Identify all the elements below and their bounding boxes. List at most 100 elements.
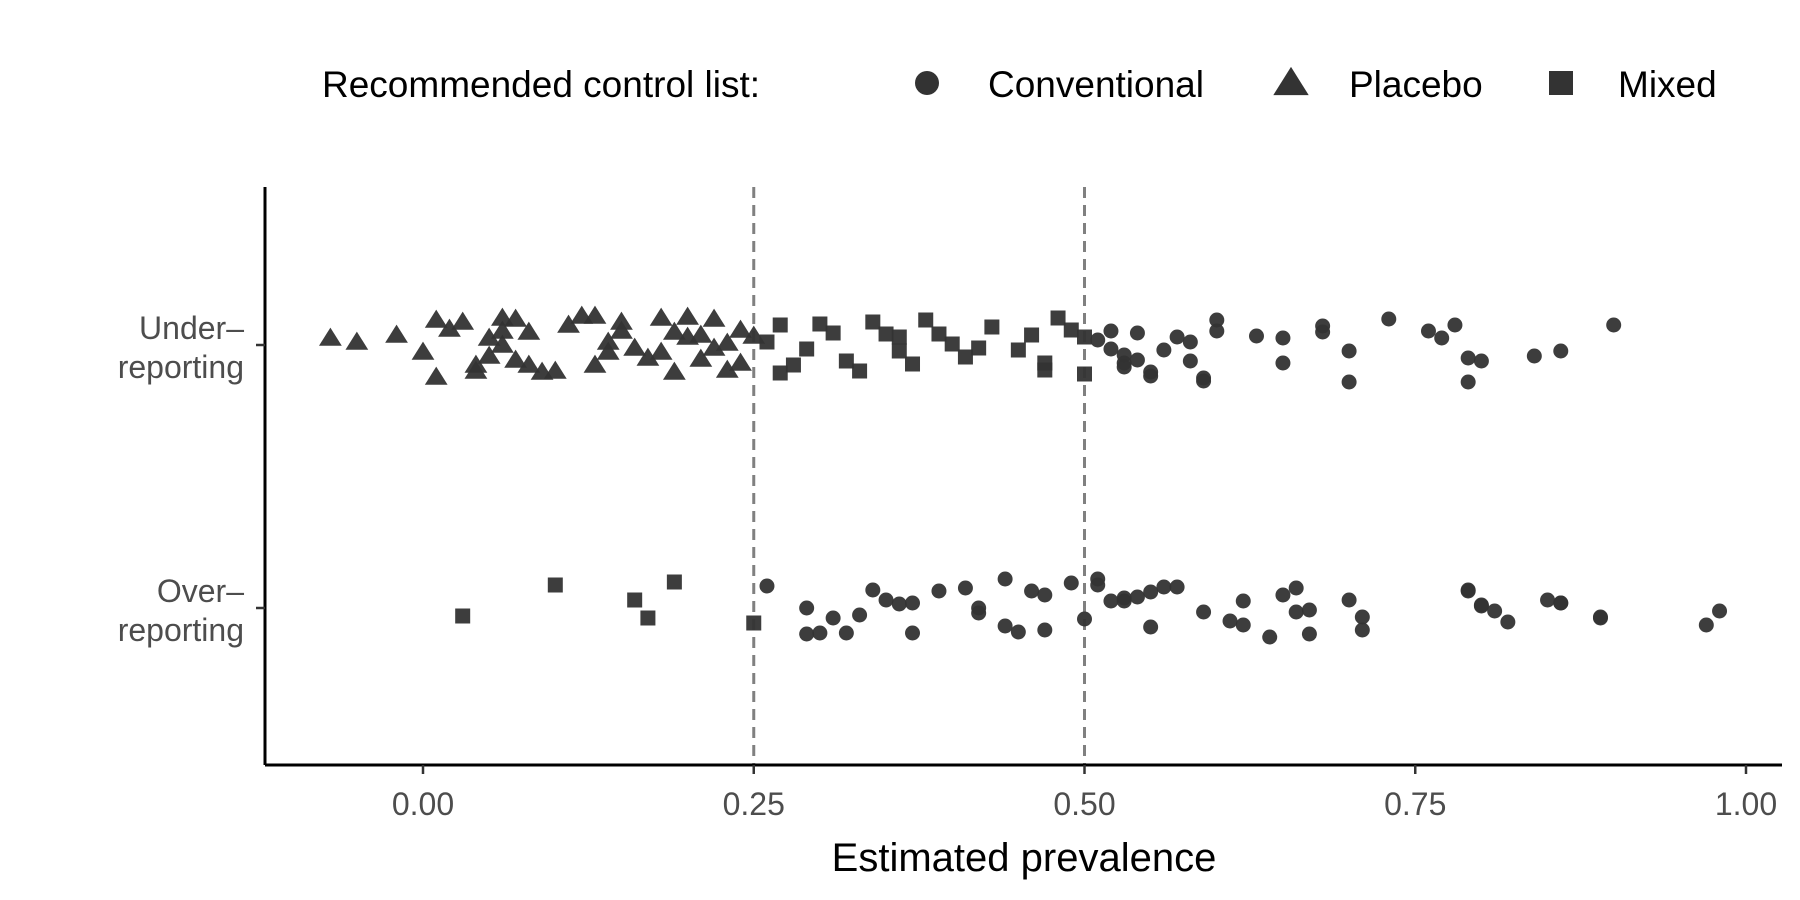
circle-point bbox=[891, 596, 907, 612]
legend-entry-label: Placebo bbox=[1349, 64, 1483, 105]
square-point bbox=[852, 363, 868, 379]
x-tick-label: 0.25 bbox=[723, 786, 785, 822]
circle-point bbox=[852, 607, 868, 623]
legend-key-square bbox=[1549, 71, 1573, 95]
triangle-point bbox=[424, 309, 448, 328]
triangle-point bbox=[477, 327, 501, 346]
circle-point bbox=[1487, 603, 1503, 619]
y-axis-ticks: Under– reporting Over– reporting bbox=[118, 310, 265, 648]
circle-point bbox=[1209, 312, 1225, 328]
circle-point bbox=[1063, 575, 1079, 591]
square-point bbox=[772, 365, 788, 381]
square-point bbox=[1024, 327, 1040, 343]
circle-point bbox=[1196, 604, 1212, 620]
circle-point bbox=[1143, 364, 1159, 380]
circle-point bbox=[1354, 609, 1370, 625]
circle-point bbox=[1010, 624, 1026, 640]
triangle-point bbox=[385, 324, 408, 343]
square-point bbox=[984, 319, 1000, 335]
triangle-point bbox=[451, 311, 475, 330]
circle-point bbox=[1116, 593, 1132, 609]
circle-point bbox=[1116, 347, 1132, 363]
y-tick-label: Under– reporting bbox=[118, 310, 245, 385]
triangle-point bbox=[729, 352, 752, 371]
circle-point bbox=[1090, 332, 1106, 348]
square-point bbox=[878, 326, 894, 342]
square-point bbox=[1077, 329, 1092, 345]
circle-point bbox=[1381, 311, 1397, 327]
triangle-point bbox=[715, 332, 739, 351]
square-point bbox=[918, 312, 934, 328]
triangle-point bbox=[543, 360, 567, 379]
square-point bbox=[825, 325, 841, 341]
triangle-point bbox=[596, 331, 620, 350]
triangle-point bbox=[557, 314, 580, 333]
square-point bbox=[1037, 362, 1053, 378]
circle-point bbox=[1553, 595, 1569, 611]
circle-point bbox=[812, 625, 828, 641]
triangle-point bbox=[517, 354, 541, 373]
circle-point bbox=[1275, 330, 1291, 346]
reference-lines bbox=[752, 187, 1086, 765]
circle-point bbox=[997, 618, 1013, 634]
circle-point bbox=[1500, 614, 1516, 630]
square-point bbox=[931, 326, 947, 342]
circle-point bbox=[1460, 350, 1476, 366]
circle-point bbox=[1248, 328, 1264, 344]
triangle-point bbox=[345, 331, 369, 350]
circle-point bbox=[1553, 343, 1569, 359]
triangle-point bbox=[424, 366, 448, 385]
triangle-point bbox=[729, 319, 752, 338]
triangle-point bbox=[477, 345, 501, 364]
square-point bbox=[812, 316, 828, 332]
triangle-point bbox=[464, 360, 488, 379]
circle-point bbox=[1196, 373, 1212, 389]
square-point bbox=[627, 592, 643, 608]
square-point bbox=[971, 340, 987, 356]
square-point bbox=[891, 329, 907, 345]
legend-title: Recommended control list: bbox=[322, 64, 760, 105]
x-tick-label: 1.00 bbox=[1715, 786, 1777, 822]
circle-point bbox=[1077, 611, 1092, 627]
circle-point bbox=[1037, 622, 1053, 638]
circle-point bbox=[957, 580, 973, 596]
circle-point bbox=[1169, 579, 1185, 595]
circle-point bbox=[1103, 323, 1119, 339]
legend-entry-label: Mixed bbox=[1618, 64, 1717, 105]
triangle-point bbox=[583, 305, 607, 324]
circle-point bbox=[971, 605, 987, 621]
triangle-point bbox=[702, 308, 726, 327]
triangle-point bbox=[517, 321, 541, 340]
circle-point bbox=[1116, 359, 1132, 375]
circle-point bbox=[1235, 593, 1251, 609]
square-point bbox=[666, 574, 682, 590]
circle-point bbox=[1460, 374, 1476, 390]
triangle-point bbox=[715, 359, 739, 378]
triangle-point bbox=[610, 311, 633, 330]
circle-point bbox=[1447, 317, 1463, 333]
triangle-point bbox=[742, 325, 766, 344]
x-tick-label: 0.75 bbox=[1384, 786, 1446, 822]
square-point bbox=[455, 608, 471, 624]
x-axis-ticks: 0.00 0.25 0.50 0.75 1.00 bbox=[392, 765, 1777, 822]
square-point bbox=[838, 353, 854, 369]
square-point bbox=[640, 610, 656, 626]
circle-point bbox=[1712, 603, 1728, 619]
legend-key-circle bbox=[915, 71, 939, 95]
circle-point bbox=[1235, 617, 1251, 633]
triangle-point bbox=[504, 308, 527, 327]
triangle-point bbox=[662, 361, 686, 380]
circle-point bbox=[838, 625, 854, 641]
circle-point bbox=[1301, 626, 1317, 642]
x-axis-title: Estimated prevalence bbox=[832, 836, 1217, 880]
circle-point bbox=[1592, 610, 1608, 626]
x-tick-label: 0.50 bbox=[1053, 786, 1115, 822]
circle-point bbox=[1473, 598, 1489, 614]
circle-point bbox=[1288, 604, 1304, 620]
circle-point bbox=[1262, 629, 1278, 645]
circle-point bbox=[1526, 348, 1542, 364]
circle-point bbox=[799, 626, 815, 642]
legend-key-triangle bbox=[1273, 66, 1309, 96]
circle-point bbox=[799, 600, 815, 616]
